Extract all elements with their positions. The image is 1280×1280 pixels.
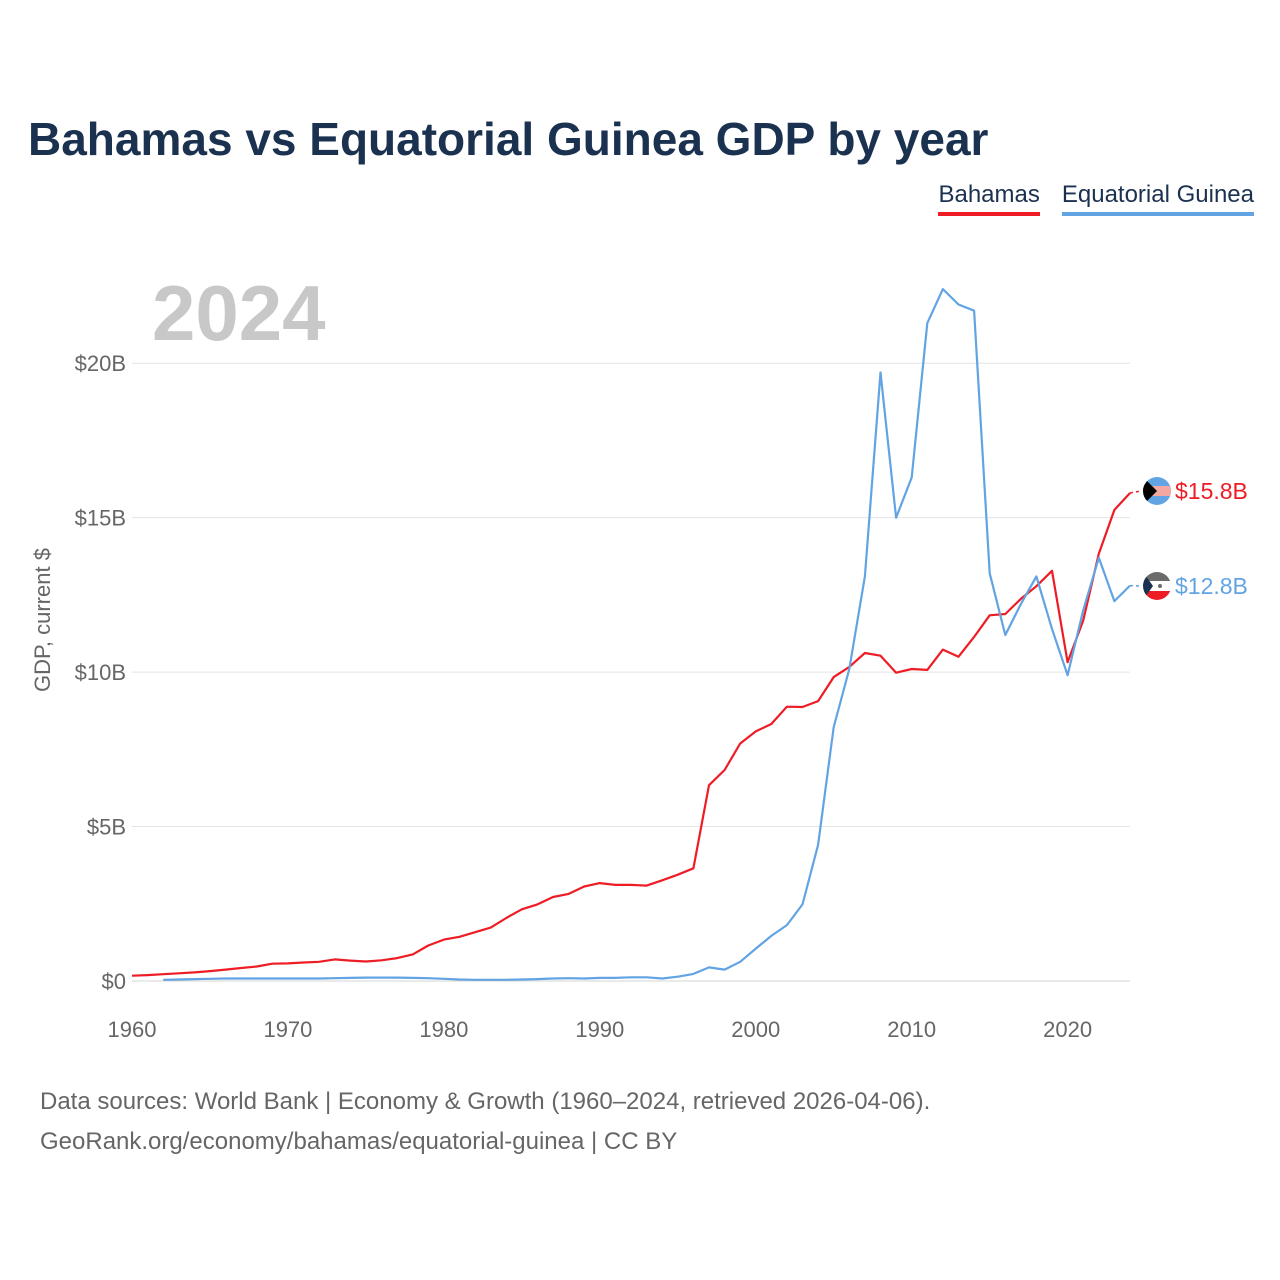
footer: Data sources: World Bank | Economy & Gro… — [40, 1082, 930, 1162]
x-tick-label: 1970 — [263, 1017, 312, 1042]
series-lines: $15.8B $12.8B — [131, 288, 1248, 981]
end-value-label: $12.8B — [1175, 573, 1248, 599]
y-tick-label: $10B — [75, 660, 126, 685]
series-line-equatorial-guinea[interactable] — [163, 288, 1131, 981]
y-axis-label: GDP, current $ — [30, 548, 55, 692]
end-value-label: $15.8B — [1175, 478, 1248, 504]
chart-legend: Bahamas Equatorial Guinea — [938, 180, 1254, 216]
bahamas-flag-icon — [1143, 477, 1171, 505]
end-connector — [1129, 490, 1142, 494]
chart-title: Bahamas vs Equatorial Guinea GDP by year — [28, 113, 989, 165]
axes: $0 $5B $10B $15B $20B 1960 1970 1980 1990 2000 201… — [30, 351, 1092, 1042]
data-sources-note: Data sources: World Bank | Economy & Gro… — [40, 1088, 931, 1115]
y-tick-label: $20B — [75, 351, 126, 376]
x-tick-label: 2010 — [887, 1017, 936, 1042]
current-year-label: 2024 — [152, 269, 326, 357]
y-tick-label: $15B — [75, 506, 126, 531]
y-tick-label: $5B — [87, 815, 126, 840]
x-tick-label: 1990 — [575, 1017, 624, 1042]
legend-item-bahamas[interactable]: Bahamas — [938, 180, 1040, 216]
legend-item-equatorial-guinea[interactable]: Equatorial Guinea — [1061, 180, 1254, 216]
y-tick-label: $0 — [102, 969, 126, 994]
gdp-line-chart: $0 $5B $10B $15B $20B 1960 1970 1980 1990 2000 201… — [30, 288, 1248, 1042]
x-tick-label: 2000 — [731, 1017, 780, 1042]
x-tick-label: 1960 — [108, 1017, 157, 1042]
series-line-bahamas[interactable] — [131, 492, 1131, 977]
x-tick-label: 1980 — [419, 1017, 468, 1042]
equatorial-guinea-flag-icon — [1143, 572, 1171, 600]
grid-lines — [132, 362, 1130, 982]
source-link[interactable]: GeoRank.org/economy/bahamas/equatorial-g… — [40, 1128, 678, 1155]
x-tick-label: 2020 — [1043, 1017, 1092, 1042]
